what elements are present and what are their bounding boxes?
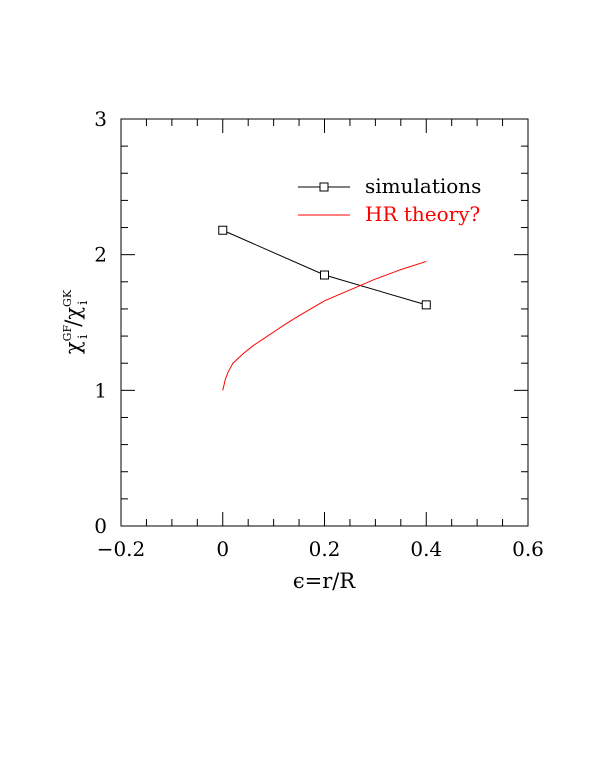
y-label-slash: /: [61, 319, 85, 327]
series-point-1: [421, 300, 431, 310]
x-tick-label: 0.2: [309, 537, 341, 561]
legend-label-2: HR theory?: [365, 202, 480, 226]
series-layer: [218, 225, 431, 391]
plot-frame: [120, 118, 529, 527]
y-tick-label: 3: [94, 107, 107, 131]
y-label-sup-den: GK: [61, 289, 74, 307]
series-line-1: [222, 229, 427, 306]
y-label-chi: χ: [61, 341, 85, 354]
x-tick-label: −0.2: [97, 537, 146, 561]
y-label-sup-num: GF: [61, 325, 74, 342]
legend-label-1: simulations: [365, 174, 481, 198]
series-point-1: [320, 270, 329, 280]
series-point-1: [218, 225, 228, 235]
x-tick-label: 0.4: [410, 537, 442, 561]
y-label-sub: i: [76, 335, 91, 339]
x-axis-label: ϵ=r/R: [293, 569, 356, 593]
axis-ticks: [120, 118, 529, 527]
y-label-chi-den: χ: [61, 307, 85, 320]
y-tick-label: 1: [94, 378, 107, 402]
y-label-sub-den: i: [76, 301, 91, 305]
legend: simulations HR theory?: [298, 174, 481, 226]
y-axis-label: χGF i/χGK i: [61, 289, 91, 354]
legend-marker-1: [319, 182, 329, 192]
x-tick-label: 0.6: [512, 537, 544, 561]
series-line-2: [222, 260, 427, 391]
y-tick-label: 0: [94, 514, 107, 538]
y-tick-label: 2: [94, 243, 107, 267]
x-tick-label: 0: [216, 537, 229, 561]
